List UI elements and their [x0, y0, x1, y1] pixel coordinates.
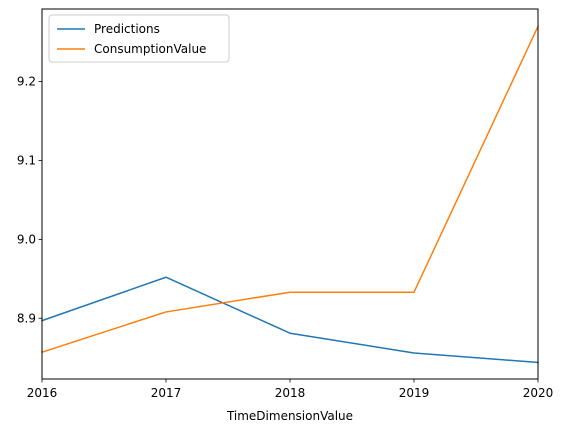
x-axis-ticks: 2016 2017 2018 2019 2020 — [27, 379, 554, 400]
x-axis-label: TimeDimensionValue — [226, 409, 353, 423]
x-tick-label: 2017 — [151, 386, 182, 400]
y-tick-label: 8.9 — [17, 311, 36, 325]
legend-label-1: Predictions — [94, 22, 160, 36]
series-line-2 — [41, 25, 539, 354]
x-tick-label: 2019 — [399, 386, 430, 400]
legend-box — [48, 14, 230, 63]
x-tick-label: 2018 — [275, 386, 306, 400]
y-tick-label: 9.2 — [17, 75, 36, 89]
y-axis-ticks: 8.9 9.0 9.1 9.2 — [17, 75, 42, 325]
series-layer — [41, 25, 539, 364]
x-tick-label: 2016 — [27, 386, 58, 400]
series-line-1 — [41, 276, 539, 364]
legend-label-2: ConsumptionValue — [94, 42, 206, 56]
y-tick-label: 9.1 — [17, 153, 36, 167]
x-tick-label: 2020 — [523, 386, 554, 400]
legend: Predictions ConsumptionValue — [48, 14, 230, 63]
y-tick-label: 9.0 — [17, 232, 36, 246]
plot-background — [42, 9, 538, 379]
